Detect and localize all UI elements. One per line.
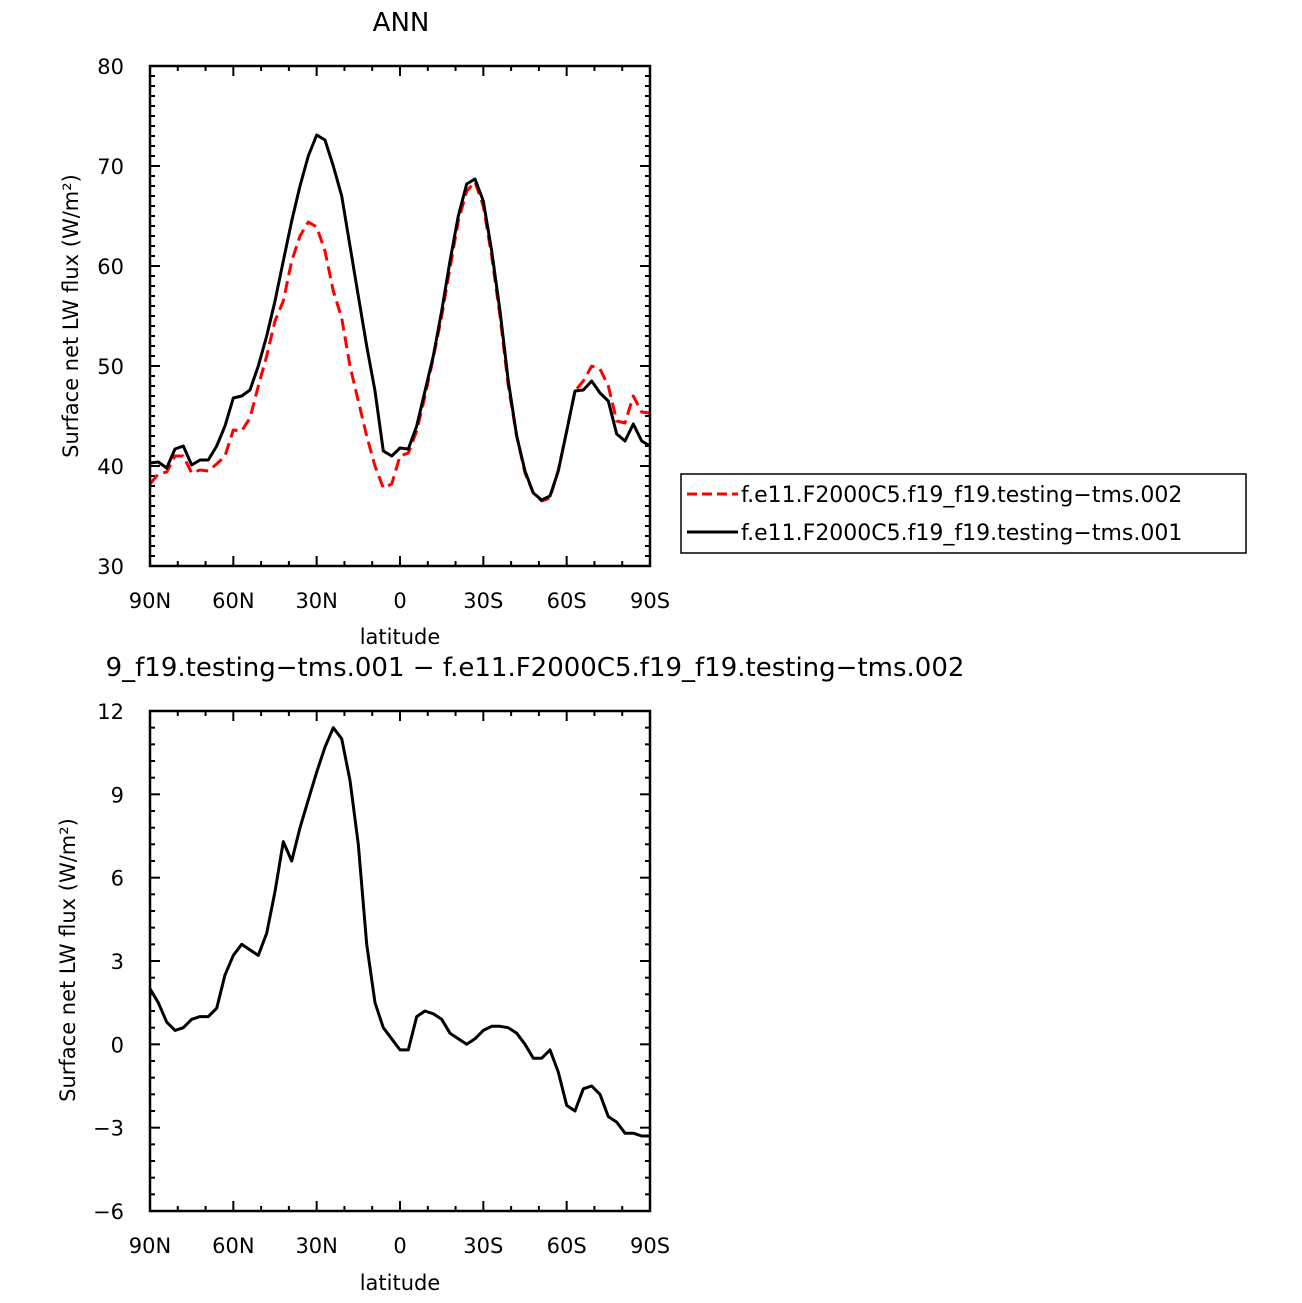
bottom-y-tick-label: 9: [111, 783, 124, 807]
top-x-tick-label: 60N: [212, 589, 254, 613]
top-y-tick-label: 80: [97, 55, 124, 79]
top-x-tick-label: 30N: [295, 589, 337, 613]
top-panel: ANN 30 40 50 60 70 80 90N 60N 30N 0 30S 60S 90S lat…: [59, 8, 1247, 649]
legend: f.e11.F2000C5.f19_f19.testing−tms.002 f.…: [680, 473, 1247, 554]
bottom-x-tick-label: 30S: [463, 1234, 503, 1258]
top-x-tick-label: 90S: [630, 589, 670, 613]
top-y-tick-label: 40: [97, 455, 124, 479]
top-series-group: [148, 133, 651, 503]
bottom-y-tick-labels: −6 −3 0 3 6 9 12: [93, 700, 124, 1224]
bottom-ticks-group: [149, 710, 651, 1212]
top-ticks-group: [149, 65, 651, 567]
top-x-axis-label: latitude: [360, 625, 441, 649]
bottom-y-tick-label: 12: [97, 700, 124, 724]
top-x-tick-labels: 90N 60N 30N 0 30S 60S 90S: [129, 589, 670, 613]
top-y-tick-label: 50: [97, 355, 124, 379]
top-y-tick-labels: 30 40 50 60 70 80: [97, 55, 124, 579]
bottom-x-axis-label: latitude: [360, 1271, 441, 1295]
top-chart-title: ANN: [373, 8, 430, 38]
bottom-series-group: [148, 726, 650, 1138]
bottom-x-tick-label: 30N: [295, 1234, 337, 1258]
top-x-tick-label: 0: [393, 589, 406, 613]
top-series-line-0: [148, 180, 651, 503]
bottom-y-axis-label: Surface net LW flux (W/m²): [56, 818, 80, 1102]
bottom-chart-title: 9_f19.testing−tms.001 − f.e11.F2000C5.f1…: [106, 653, 965, 683]
legend-label-tms002: f.e11.F2000C5.f19_f19.testing−tms.002: [741, 483, 1182, 508]
top-plot-frame: [148, 64, 652, 568]
bottom-y-tick-label: −6: [93, 1200, 124, 1224]
bottom-y-tick-label: 0: [111, 1033, 124, 1057]
bottom-x-tick-label: 60S: [547, 1234, 587, 1258]
bottom-x-tick-label: 90S: [630, 1234, 670, 1258]
bottom-y-tick-label: −3: [93, 1117, 124, 1141]
top-x-tick-label: 30S: [463, 589, 503, 613]
bottom-y-tick-label: 3: [111, 950, 124, 974]
top-y-axis-label: Surface net LW flux (W/m²): [59, 174, 83, 458]
legend-box: [680, 473, 1247, 554]
top-series-line-1: [149, 133, 651, 502]
bottom-series-line-0: [148, 726, 650, 1138]
top-y-tick-label: 70: [97, 155, 124, 179]
top-y-tick-label: 30: [97, 555, 124, 579]
bottom-y-tick-label: 6: [111, 867, 124, 891]
top-x-tick-label: 60S: [547, 589, 587, 613]
legend-label-tms001: f.e11.F2000C5.f19_f19.testing−tms.001: [741, 521, 1182, 546]
bottom-x-tick-label: 60N: [212, 1234, 254, 1258]
bottom-x-tick-label: 0: [393, 1234, 406, 1258]
bottom-plot-frame: [148, 709, 652, 1213]
top-y-tick-label: 60: [97, 255, 124, 279]
bottom-x-tick-labels: 90N 60N 30N 0 30S 60S 90S: [129, 1234, 670, 1258]
bottom-x-tick-label: 90N: [129, 1234, 171, 1258]
bottom-panel: 9_f19.testing−tms.001 − f.e11.F2000C5.f1…: [56, 653, 964, 1295]
top-x-tick-label: 90N: [129, 589, 171, 613]
